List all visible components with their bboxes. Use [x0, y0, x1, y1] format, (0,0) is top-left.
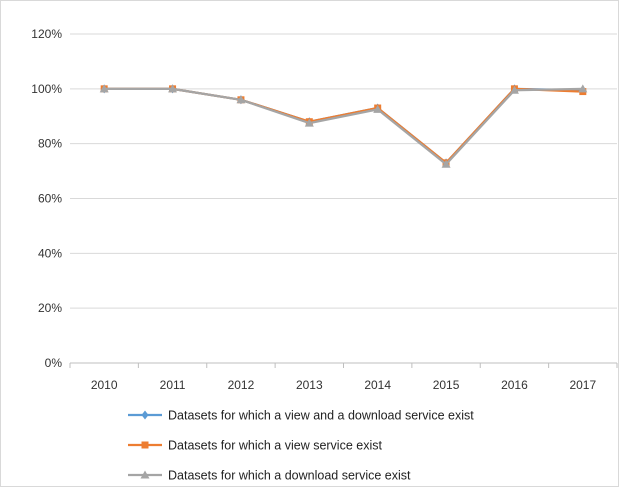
legend-label-3: Datasets for which a download service ex… [168, 469, 411, 483]
x-tick-label: 2017 [569, 378, 596, 392]
data-point-series-3 [373, 104, 383, 113]
y-tick-label: 40% [38, 246, 62, 260]
y-tick-label: 100% [31, 82, 62, 96]
legend-label-2: Datasets for which a view service exist [168, 439, 382, 453]
y-tick-label: 60% [38, 192, 62, 206]
legend-marker-3 [140, 470, 150, 479]
y-tick-label: 80% [38, 137, 62, 151]
x-tick-label: 2012 [228, 378, 255, 392]
legend-marker-2 [141, 441, 149, 449]
series-line-2 [104, 87, 583, 164]
data-point-series-3 [236, 95, 246, 104]
data-point-series-3 [578, 84, 588, 93]
legend-label-1: Datasets for which a view and a download… [168, 409, 474, 423]
data-point-series-3 [99, 84, 109, 93]
data-point-series-3 [441, 159, 451, 168]
series-line-3 [104, 87, 583, 166]
legend-marker-1 [141, 410, 149, 420]
x-tick-label: 2015 [433, 378, 460, 392]
y-tick-label: 0% [45, 356, 63, 370]
data-point-series-3 [509, 85, 519, 94]
x-tick-label: 2011 [160, 378, 186, 392]
data-point-series-3 [168, 84, 178, 93]
x-tick-label: 2014 [364, 378, 391, 392]
x-tick-label: 2016 [501, 378, 528, 392]
x-tick-label: 2013 [296, 378, 323, 392]
data-point-series-3 [304, 118, 314, 127]
y-tick-label: 120% [31, 27, 62, 41]
x-tick-label: 2010 [91, 378, 118, 392]
series-line-1 [104, 87, 583, 164]
y-tick-label: 20% [38, 301, 62, 315]
